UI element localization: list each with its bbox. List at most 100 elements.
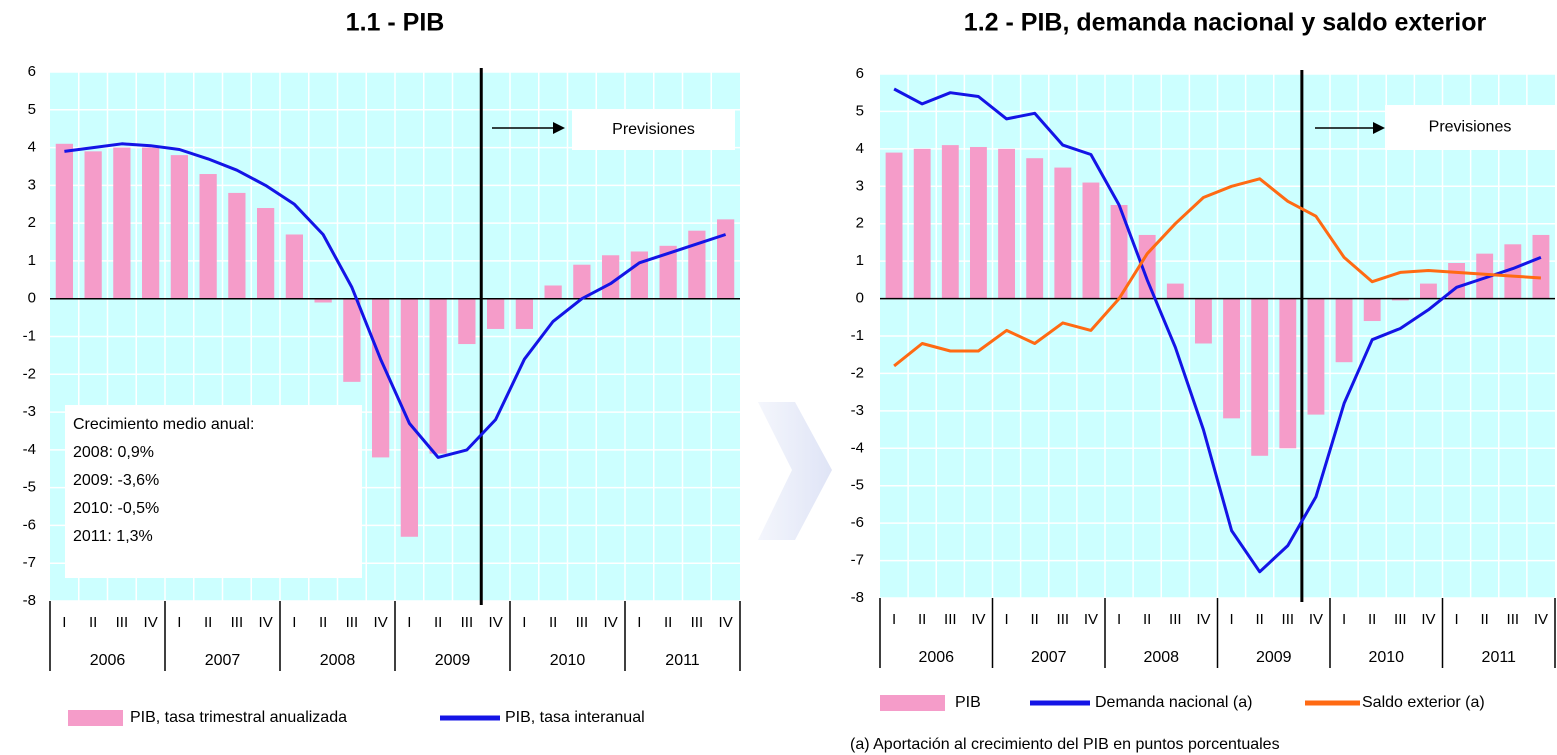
legend-label: PIB, tasa interanual [505, 709, 645, 726]
bar [970, 146, 987, 299]
bar [1307, 298, 1325, 415]
x-tick-label: II [204, 614, 212, 631]
y-tick-label: -8 [851, 589, 864, 606]
y-tick-label: -4 [23, 441, 36, 458]
year-label: 2011 [665, 652, 700, 669]
x-tick-label: IV [1534, 611, 1548, 628]
x-tick-label: IV [1309, 611, 1323, 628]
bar [602, 255, 620, 299]
x-tick-label: II [1031, 611, 1039, 628]
x-tick-label: I [407, 614, 411, 631]
x-tick-label: III [461, 614, 474, 631]
bar [941, 145, 959, 299]
chart-title: 1.2 - PIB, demanda nacional y saldo exte… [964, 9, 1487, 37]
text-box [65, 405, 362, 578]
bar [257, 208, 275, 299]
x-tick-label: I [1454, 611, 1458, 628]
bar [400, 298, 418, 537]
legend-swatch [880, 695, 945, 711]
year-label: 2010 [1368, 649, 1404, 666]
bar [113, 147, 131, 299]
bar [142, 147, 160, 299]
x-tick-label: I [177, 614, 181, 631]
y-tick-label: 3 [856, 177, 864, 194]
text-box-title: Crecimiento medio anual: [73, 416, 254, 433]
x-tick-label: IV [1084, 611, 1098, 628]
bar [458, 298, 476, 345]
x-tick-label: III [1282, 611, 1295, 628]
x-tick-label: II [1143, 611, 1151, 628]
bar [1110, 205, 1128, 299]
x-tick-label: II [918, 611, 926, 628]
bar [1279, 298, 1297, 449]
legend-label: Saldo exterior (a) [1362, 694, 1485, 711]
bar [170, 155, 188, 299]
x-tick-label: III [1057, 611, 1070, 628]
arrow-head [553, 122, 565, 134]
bar [717, 219, 735, 299]
annotation: Previsiones [1429, 119, 1512, 136]
line [893, 87, 1542, 574]
legend-swatch [68, 710, 123, 726]
bar [544, 285, 562, 299]
y-tick-label: 5 [856, 102, 864, 119]
line [64, 142, 727, 459]
x-tick-label: III [116, 614, 129, 631]
y-tick-label: 1 [856, 252, 864, 269]
legend-label: Demanda nacional (a) [1095, 694, 1252, 711]
year-label: 2006 [918, 649, 954, 666]
bar [913, 148, 931, 299]
bar [1251, 298, 1269, 456]
x-tick-label: IV [374, 614, 388, 631]
bar [573, 264, 591, 299]
x-tick-label: II [664, 614, 672, 631]
x-tick-label: III [944, 611, 957, 628]
bar [343, 298, 361, 382]
y-tick-label: -6 [23, 516, 36, 533]
year-label: 2007 [1031, 649, 1067, 666]
y-tick-label: -3 [23, 403, 36, 420]
x-tick-label: III [1169, 611, 1182, 628]
x-tick-label: IV [489, 614, 503, 631]
x-tick-label: II [1368, 611, 1376, 628]
y-tick-label: 5 [28, 101, 36, 118]
y-tick-label: 6 [28, 63, 36, 80]
x-tick-label: III [346, 614, 359, 631]
bar [1335, 298, 1353, 363]
bar [1363, 298, 1381, 322]
x-tick-label: I [522, 614, 526, 631]
bar [199, 174, 217, 299]
x-tick-label: I [892, 611, 896, 628]
y-tick-label: 4 [28, 139, 36, 156]
chart-title: 1.1 - PIB [346, 9, 445, 37]
y-tick-label: -2 [851, 364, 864, 381]
bar [688, 230, 706, 299]
x-tick-label: I [292, 614, 296, 631]
y-tick-label: -7 [23, 554, 36, 571]
annotation-box [1385, 105, 1555, 150]
y-tick-label: -1 [23, 327, 36, 344]
year-label: 2006 [90, 652, 126, 669]
y-tick-label: -1 [851, 327, 864, 344]
annotation-box [572, 110, 735, 150]
x-tick-label: IV [604, 614, 618, 631]
x-tick-label: III [691, 614, 704, 631]
x-tick-label: III [231, 614, 244, 631]
bar [1532, 234, 1550, 299]
arrow-head [1373, 122, 1385, 134]
year-label: 2011 [1482, 649, 1517, 666]
x-tick-label: IV [259, 614, 273, 631]
y-tick-label: 2 [28, 214, 36, 231]
footnote: (a) Aportación al crecimiento del PIB en… [850, 736, 1280, 753]
bar [659, 245, 677, 299]
year-label: 2007 [205, 652, 241, 669]
bar [55, 143, 73, 299]
bar [429, 298, 447, 454]
x-tick-label: IV [719, 614, 733, 631]
x-tick-label: II [434, 614, 442, 631]
x-tick-label: IV [971, 611, 985, 628]
year-label: 2009 [435, 652, 471, 669]
x-tick-label: II [549, 614, 557, 631]
y-tick-label: 0 [28, 290, 36, 307]
